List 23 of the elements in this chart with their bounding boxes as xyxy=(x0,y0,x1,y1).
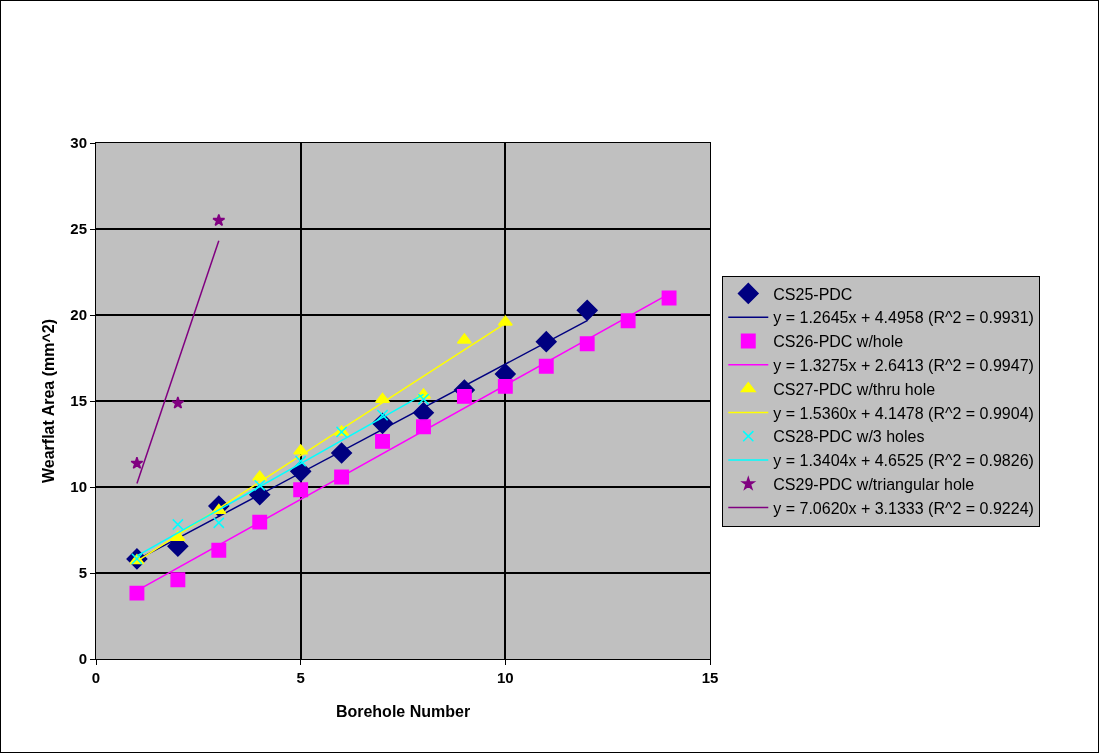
x-tick-label: 15 xyxy=(701,669,719,686)
legend-label: CS28-PDC w/3 holes xyxy=(773,428,925,446)
legend-label: y = 1.2645x + 4.4958 (R^2 = 0.9931) xyxy=(773,309,1034,327)
x-tick-label: 5 xyxy=(296,669,305,686)
legend-label: CS25-PDC xyxy=(773,285,853,303)
y-tick-label: 5 xyxy=(78,564,87,582)
x-tick-label: 10 xyxy=(496,669,514,686)
legend-label: y = 7.0620x + 3.1333 (R^2 = 0.9224) xyxy=(773,499,1034,517)
y-tick-label: 25 xyxy=(70,220,87,238)
legend-label: y = 1.3404x + 4.6525 (R^2 = 0.9826) xyxy=(773,452,1034,470)
y-tick-label: 0 xyxy=(78,650,87,668)
y-tick-label: 15 xyxy=(70,392,87,410)
x-axis-title: Borehole Number xyxy=(335,703,471,720)
legend-label: CS27-PDC w/thru hole xyxy=(773,380,936,398)
legend-label: y = 1.3275x + 2.6413 (R^2 = 0.9947) xyxy=(773,357,1034,375)
legend-label: CS29-PDC w/triangular hole xyxy=(773,476,975,494)
y-tick-label: 10 xyxy=(70,478,87,496)
legend-label: y = 1.5360x + 4.1478 (R^2 = 0.9904) xyxy=(773,404,1034,422)
y-axis-title: Wearflat Area (mm^2) xyxy=(40,318,57,484)
legend-label: CS26-PDC w/hole xyxy=(773,333,904,351)
y-tick-label: 20 xyxy=(70,306,87,324)
y-tick-label: 30 xyxy=(70,134,87,152)
x-tick-label: 0 xyxy=(91,669,101,686)
